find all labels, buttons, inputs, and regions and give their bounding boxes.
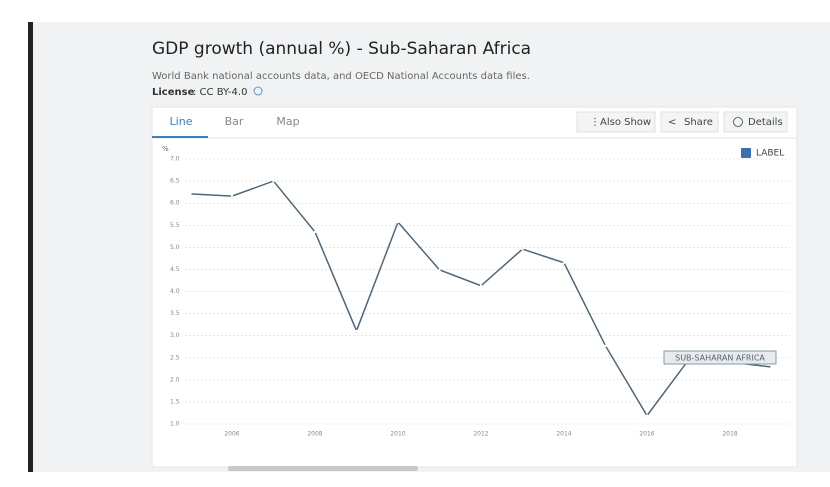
y-tick-label: 1.5 — [170, 398, 180, 405]
legend-label: LABEL — [756, 149, 784, 159]
y-tick-label: 2.0 — [170, 376, 180, 383]
y-tick-label: 7.0 — [170, 156, 180, 163]
x-tick-label: 2012 — [473, 431, 488, 438]
point — [189, 192, 192, 196]
point — [355, 329, 358, 333]
y-tick-label: 1.0 — [170, 421, 180, 428]
point — [604, 344, 607, 348]
license-label: License — [152, 87, 195, 98]
point — [230, 194, 234, 198]
y-tick-label: 6.0 — [170, 200, 180, 207]
series-label: SUB-SAHARAN AFRICA — [675, 354, 765, 363]
point — [438, 268, 441, 272]
button-label: Share — [684, 117, 713, 128]
button[interactable] — [723, 111, 788, 133]
x-tick-label: 2014 — [556, 431, 571, 438]
y-tick-label: 4.0 — [170, 288, 180, 295]
y-tick-label: 3.5 — [170, 310, 180, 317]
y-tick-label: 5.0 — [170, 244, 180, 251]
x-tick-label: 2018 — [722, 431, 737, 438]
tab[interactable]: Bar — [225, 115, 244, 128]
license-value: : CC BY-4.0 — [193, 87, 247, 98]
button-icon — [733, 117, 743, 127]
point — [645, 414, 649, 417]
title: GDP growth (annual %) - Sub-Saharan Afri… — [152, 39, 531, 59]
left-bar — [28, 22, 33, 472]
series-label-box — [663, 350, 777, 365]
y-tick-label: 2.5 — [170, 354, 180, 361]
point — [396, 220, 400, 224]
x-tick-label: 2008 — [307, 431, 322, 438]
x-tick-label: 2016 — [639, 431, 654, 438]
scrollbar[interactable] — [228, 466, 418, 471]
point — [770, 365, 773, 369]
tab[interactable]: Line — [170, 115, 193, 128]
button-label: Also Show — [600, 117, 651, 128]
button-icon: < — [668, 117, 676, 128]
legend-checkbox[interactable] — [741, 148, 751, 158]
point — [479, 284, 483, 287]
info-icon[interactable] — [253, 86, 263, 96]
y-tick-label: 5.5 — [170, 222, 180, 229]
point — [272, 179, 275, 183]
button-icon: ⋮ — [590, 117, 600, 128]
button-label: Details — [748, 117, 783, 128]
source: World Bank national accounts data, and O… — [152, 71, 530, 82]
y-tick-label: 3.0 — [170, 332, 180, 339]
point — [521, 247, 524, 251]
y-unit: % — [162, 145, 169, 153]
x-tick-label: 2006 — [224, 431, 239, 438]
y-tick-label: 4.5 — [170, 266, 180, 273]
point — [313, 230, 317, 234]
x-tick-label: 2010 — [390, 431, 405, 438]
point — [562, 261, 566, 264]
button[interactable] — [576, 111, 656, 133]
card — [151, 106, 798, 468]
button[interactable] — [660, 111, 719, 133]
y-tick-label: 6.5 — [170, 178, 180, 185]
tab[interactable]: Map — [276, 115, 299, 128]
